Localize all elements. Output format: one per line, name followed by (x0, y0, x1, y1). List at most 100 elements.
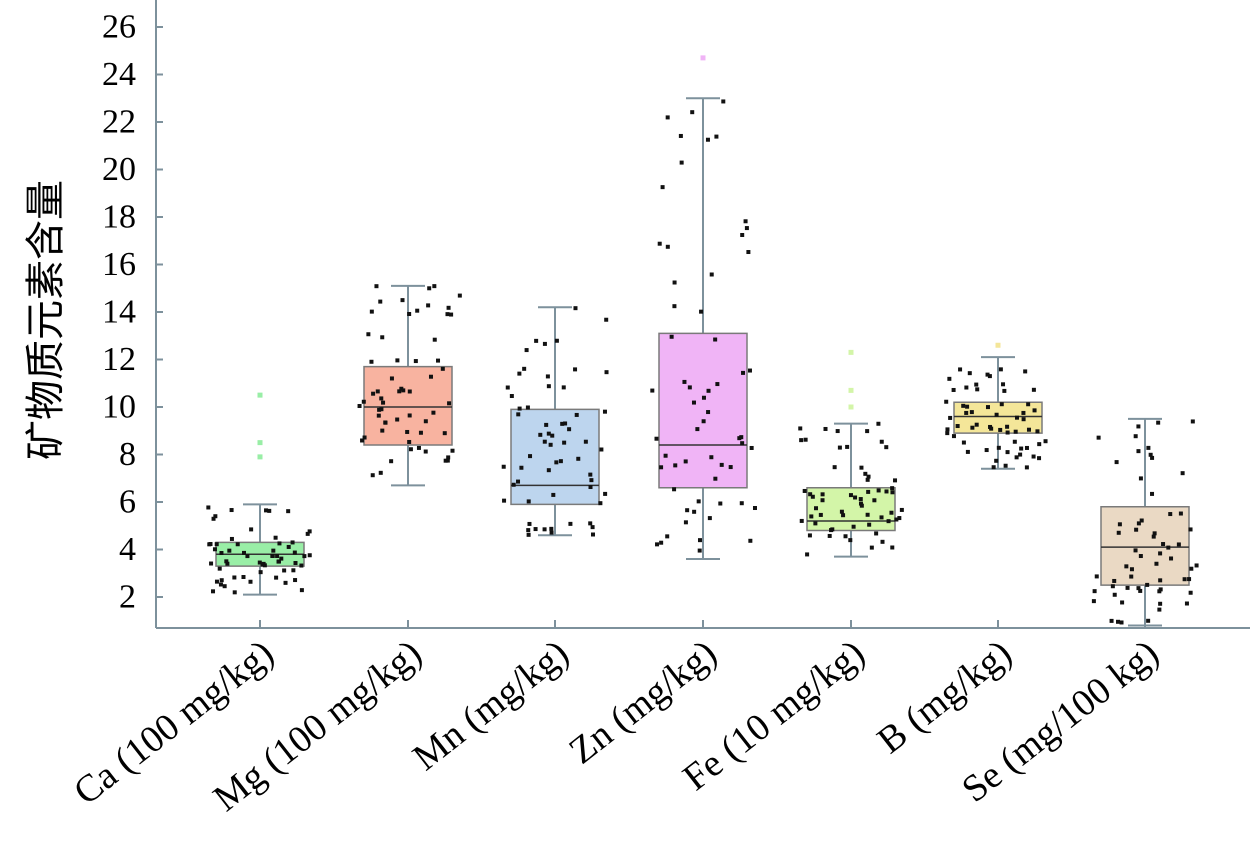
data-point (985, 405, 990, 410)
data-point (832, 465, 837, 470)
data-point (721, 99, 726, 104)
data-point (1043, 439, 1048, 444)
axes: Ca (100 mg/kg)Mg (100 mg/kg)Mn (mg/kg)Zn… (66, 0, 1250, 820)
data-point (1005, 450, 1010, 455)
data-point (561, 385, 566, 390)
data-point (657, 241, 662, 246)
data-point (1116, 530, 1121, 535)
data-point (683, 520, 688, 525)
data-point (509, 394, 514, 399)
data-point (1032, 408, 1037, 413)
data-point (217, 566, 222, 571)
data-point (576, 456, 581, 461)
data-point (264, 508, 269, 513)
data-point (1139, 518, 1144, 523)
data-point (808, 492, 813, 497)
data-point (1134, 527, 1139, 532)
data-point (415, 308, 420, 313)
data-point (573, 367, 578, 372)
data-point (964, 385, 969, 390)
data-point (839, 509, 844, 514)
data-point (407, 389, 412, 394)
data-point (714, 134, 719, 139)
data-point (1150, 491, 1155, 496)
data-point (687, 385, 692, 390)
data-point (206, 505, 211, 510)
data-point (998, 427, 1003, 432)
data-point (955, 424, 960, 429)
box (1100, 506, 1190, 586)
data-point (705, 137, 710, 142)
data-point (277, 541, 282, 546)
data-point (951, 387, 956, 392)
data-point (554, 460, 559, 465)
data-point (706, 410, 711, 415)
data-point (748, 538, 753, 543)
data-point (292, 550, 297, 555)
data-point (590, 525, 595, 530)
data-point (1176, 542, 1181, 547)
data-point (1158, 551, 1163, 556)
data-point (961, 440, 966, 445)
data-point (841, 513, 846, 518)
box-group-4 (650, 55, 757, 560)
data-point (1005, 424, 1010, 429)
data-point (502, 498, 507, 503)
data-point (659, 540, 664, 545)
data-point (1133, 434, 1138, 439)
data-point (1145, 582, 1150, 587)
data-point (672, 487, 677, 492)
data-point (820, 492, 825, 497)
data-point (1180, 471, 1185, 476)
data-point (400, 298, 405, 303)
data-point (858, 497, 863, 502)
data-point (267, 508, 272, 513)
y-tick-label: 6 (119, 484, 136, 521)
data-point (1157, 589, 1162, 594)
data-point (1194, 563, 1199, 568)
data-point (1151, 534, 1156, 539)
data-point (573, 306, 578, 311)
data-point (669, 334, 674, 339)
data-point (951, 434, 956, 439)
data-point (974, 422, 979, 427)
x-tick-label: Mn (mg/kg) (405, 632, 576, 779)
data-point (383, 420, 388, 425)
box-group-3 (501, 306, 609, 537)
data-point (405, 429, 410, 434)
data-point (749, 445, 754, 450)
data-point (810, 494, 815, 499)
data-point (894, 517, 899, 522)
y-tick-label: 24 (102, 56, 136, 93)
data-point (739, 435, 744, 440)
box (510, 408, 600, 506)
data-point (299, 588, 304, 593)
data-point (691, 400, 696, 405)
data-point (991, 465, 996, 470)
data-point (713, 337, 718, 342)
data-point (445, 458, 450, 463)
data-point (395, 358, 400, 363)
data-point (449, 312, 454, 317)
data-point (945, 431, 950, 436)
data-point (1157, 607, 1162, 612)
data-point (546, 468, 551, 473)
data-point (1120, 600, 1125, 605)
data-point (261, 561, 266, 566)
data-point (436, 358, 441, 363)
data-point (747, 368, 752, 373)
outlier-point (700, 55, 706, 61)
data-point (1166, 545, 1171, 550)
data-point (975, 387, 980, 392)
data-point (293, 561, 298, 566)
data-point (853, 495, 858, 500)
data-point (279, 556, 284, 561)
data-point (380, 428, 385, 433)
data-point (533, 527, 538, 532)
data-point (211, 516, 216, 521)
data-point (307, 553, 312, 558)
data-point (257, 560, 262, 565)
data-point (989, 426, 994, 431)
data-point (1096, 435, 1101, 440)
data-point (395, 417, 400, 422)
